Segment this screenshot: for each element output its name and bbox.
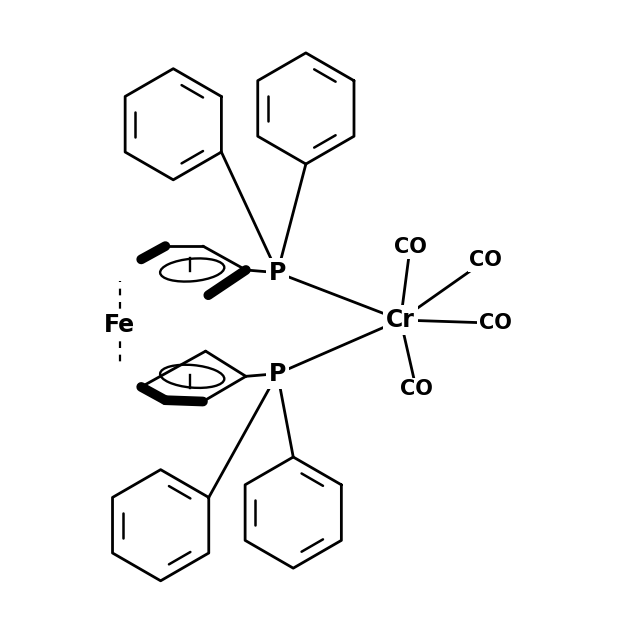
Text: CO: CO: [400, 380, 433, 399]
Text: CO: CO: [479, 313, 512, 333]
Text: P: P: [269, 260, 286, 285]
Text: Fe: Fe: [104, 313, 135, 337]
Text: CO: CO: [469, 250, 502, 270]
Text: CO: CO: [394, 237, 427, 257]
Text: Cr: Cr: [386, 308, 415, 332]
Text: P: P: [269, 362, 286, 386]
